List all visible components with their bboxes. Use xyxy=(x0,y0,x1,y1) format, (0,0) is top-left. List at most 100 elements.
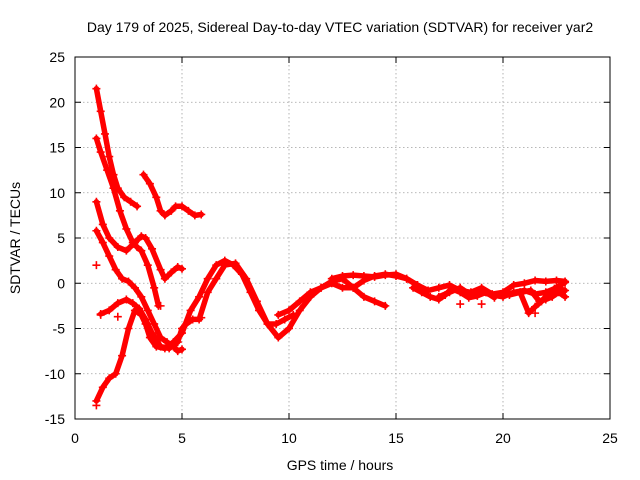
x-tick-label: 5 xyxy=(178,430,186,446)
data-point-marker xyxy=(317,283,326,292)
data-point-marker xyxy=(477,288,486,297)
data-point-marker xyxy=(272,319,281,328)
data-point-marker xyxy=(554,288,563,297)
data-point-marker xyxy=(156,342,165,351)
y-tick-label: 10 xyxy=(49,185,65,201)
data-point-marker xyxy=(370,272,379,281)
data-point-marker xyxy=(190,211,199,220)
data-point-marker xyxy=(561,292,570,301)
data-point-marker xyxy=(111,369,120,378)
data-point-marker xyxy=(445,288,454,297)
data-point-marker xyxy=(150,283,159,292)
data-point-marker xyxy=(212,261,221,270)
data-point-marker xyxy=(466,291,475,300)
data-point-marker xyxy=(92,401,101,410)
data-point-marker xyxy=(531,309,540,318)
data-point-marker xyxy=(105,306,114,315)
data-point-marker xyxy=(359,272,368,281)
x-tick-label: 20 xyxy=(495,430,511,446)
data-point-marker xyxy=(96,148,105,157)
data-point-marker xyxy=(550,284,559,293)
data-point-marker xyxy=(143,261,152,270)
data-point-marker xyxy=(402,274,411,283)
data-point-marker xyxy=(426,292,435,301)
data-point-marker xyxy=(178,264,186,273)
plot-frame xyxy=(74,56,611,420)
data-point-marker xyxy=(456,300,465,309)
y-tick-label: -5 xyxy=(53,321,66,337)
data-point-marker xyxy=(165,344,174,353)
data-point-marker xyxy=(103,166,112,175)
data-point-marker xyxy=(392,270,400,279)
data-point-marker xyxy=(203,288,212,297)
data-point-marker xyxy=(120,193,129,202)
data-point-marker xyxy=(92,261,101,270)
data-point-marker xyxy=(274,333,283,342)
data-point-marker xyxy=(173,338,182,347)
data-point-marker xyxy=(182,319,191,328)
series-trace-1 xyxy=(92,84,142,211)
series-outliers xyxy=(92,261,540,410)
data-point-marker xyxy=(195,292,204,301)
data-point-marker xyxy=(184,206,193,215)
data-point-marker xyxy=(178,324,186,333)
data-point-marker xyxy=(160,211,169,220)
data-point-marker xyxy=(148,329,157,338)
data-point-marker xyxy=(105,234,114,242)
data-point-marker xyxy=(543,290,552,299)
data-point-marker xyxy=(156,206,165,215)
data-point-marker xyxy=(135,304,144,313)
data-point-marker xyxy=(128,299,137,308)
data-point-marker xyxy=(137,232,146,241)
data-point-marker xyxy=(561,278,570,287)
data-point-marker xyxy=(381,271,390,280)
x-tick-label: 25 xyxy=(602,430,618,446)
data-point-marker xyxy=(434,292,443,301)
data-point-marker xyxy=(137,292,146,301)
data-point-marker xyxy=(359,292,368,301)
data-point-marker xyxy=(220,261,229,270)
data-point-marker xyxy=(186,306,195,315)
data-point-marker xyxy=(167,206,176,215)
data-point-marker xyxy=(370,297,379,306)
data-point-marker xyxy=(124,324,133,333)
data-point-marker xyxy=(124,277,133,286)
data-point-marker xyxy=(92,197,101,206)
x-tick-label: 0 xyxy=(71,430,79,446)
data-point-marker xyxy=(552,276,561,285)
data-point-marker xyxy=(456,283,465,292)
x-tick-label: 15 xyxy=(388,430,404,446)
series-trace-3 xyxy=(92,197,186,283)
data-point-marker xyxy=(280,315,289,324)
data-point-marker xyxy=(133,243,142,252)
series-trace-5 xyxy=(139,170,206,220)
data-point-marker xyxy=(417,288,426,297)
data-point-marker xyxy=(178,345,186,354)
data-point-marker xyxy=(285,306,293,315)
y-tick-label: 15 xyxy=(49,140,65,156)
chart-title: Day 179 of 2025, Sidereal Day-to-day VTE… xyxy=(87,19,593,35)
data-point-marker xyxy=(212,274,221,283)
data-point-marker xyxy=(92,226,101,235)
data-point-marker xyxy=(130,283,139,292)
y-tick-label: 25 xyxy=(49,49,65,65)
data-point-marker xyxy=(141,234,150,242)
data-point-marker xyxy=(118,274,127,283)
data-point-marker xyxy=(105,152,114,161)
data-point-marker xyxy=(434,283,443,292)
x-axis-label: GPS time / hours xyxy=(287,457,394,473)
data-point-marker xyxy=(349,271,358,280)
data-point-marker xyxy=(113,243,122,252)
data-point-marker xyxy=(548,292,557,301)
data-point-marker xyxy=(122,295,131,304)
data-point-marker xyxy=(505,291,514,300)
data-point-marker xyxy=(152,193,161,202)
data-point-marker xyxy=(509,281,518,290)
y-tick-label: 20 xyxy=(49,94,65,110)
data-point-marker xyxy=(139,170,148,179)
data-point-marker xyxy=(327,274,336,283)
data-point-marker xyxy=(141,315,150,324)
data-point-marker xyxy=(499,292,507,301)
data-point-marker xyxy=(516,288,525,297)
